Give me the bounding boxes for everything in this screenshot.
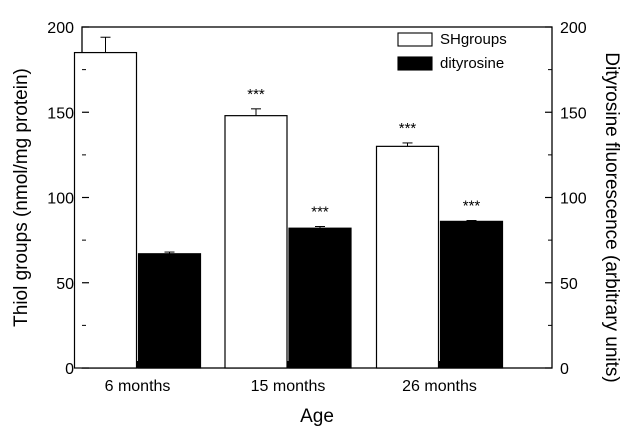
significance-marker: *** xyxy=(311,203,329,220)
y-axis-left: 0 50 100 150 200 xyxy=(47,20,89,378)
y-tick-label: 50 xyxy=(56,276,74,293)
legend-label-dityrosine: dityrosine xyxy=(440,55,504,72)
bar-SHgroups-0 xyxy=(73,51,138,369)
y-tick-label: 0 xyxy=(65,361,74,378)
bar-SHgroups-2 xyxy=(375,145,440,369)
y2-tick-label: 100 xyxy=(560,191,587,208)
bar-dityrosine-0 xyxy=(137,253,202,369)
legend-swatch-dityrosine xyxy=(397,56,433,71)
y2-axis-title: Dityrosine fluorescence (arbitrary units… xyxy=(601,52,622,383)
bar-SHgroups-1 xyxy=(224,115,288,369)
y-tick-label: 200 xyxy=(47,20,74,37)
x-axis-title: Age xyxy=(300,406,334,427)
y2-tick-label: 50 xyxy=(560,276,578,293)
y-axis-title: Thiol groups (nmol/mg protein) xyxy=(11,68,32,327)
x-tick-label: 15 months xyxy=(251,378,326,395)
significance-marker: *** xyxy=(247,86,265,103)
legend-label-SHgroups: SHgroups xyxy=(440,31,507,48)
bar-dityrosine-2 xyxy=(439,220,504,369)
y2-tick-label: 150 xyxy=(560,105,587,122)
y-tick-label: 100 xyxy=(47,191,74,208)
bars-layer: *** *** *** *** xyxy=(73,36,504,369)
legend: SHgroups dityrosine xyxy=(397,31,507,72)
significance-marker: *** xyxy=(463,198,481,215)
x-tick-label: 26 months xyxy=(402,378,477,395)
y-axis-right: 0 50 100 150 200 xyxy=(545,20,587,378)
y2-tick-label: 0 xyxy=(560,361,569,378)
x-tick-label: 6 months xyxy=(105,378,171,395)
significance-marker: *** xyxy=(399,120,417,137)
legend-swatch-SHgroups xyxy=(397,32,433,47)
y2-tick-label: 200 xyxy=(560,20,587,37)
bar-dityrosine-1 xyxy=(288,227,352,369)
x-axis: 6 months 15 months 26 months xyxy=(105,361,477,395)
y-tick-label: 150 xyxy=(47,105,74,122)
